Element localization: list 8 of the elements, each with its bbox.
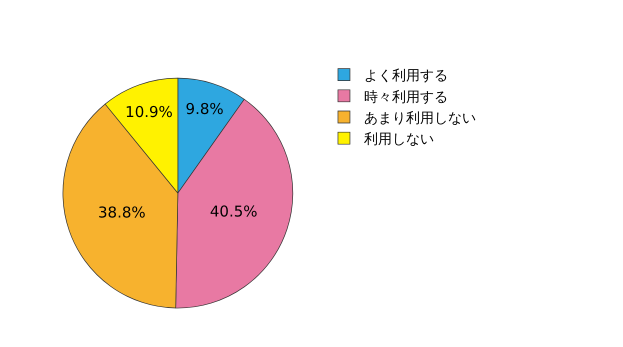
data-label: 9.8% (186, 100, 224, 118)
legend-label: 時々利用する (364, 89, 448, 106)
data-label: 38.8% (98, 203, 146, 222)
legend-label: 利用しない (364, 132, 434, 148)
data-label: 10.9% (125, 103, 173, 122)
data-label: 40.5% (210, 202, 258, 220)
legend-label: よく利用する (364, 68, 448, 84)
legend-label: あまり利用しない (364, 110, 476, 126)
